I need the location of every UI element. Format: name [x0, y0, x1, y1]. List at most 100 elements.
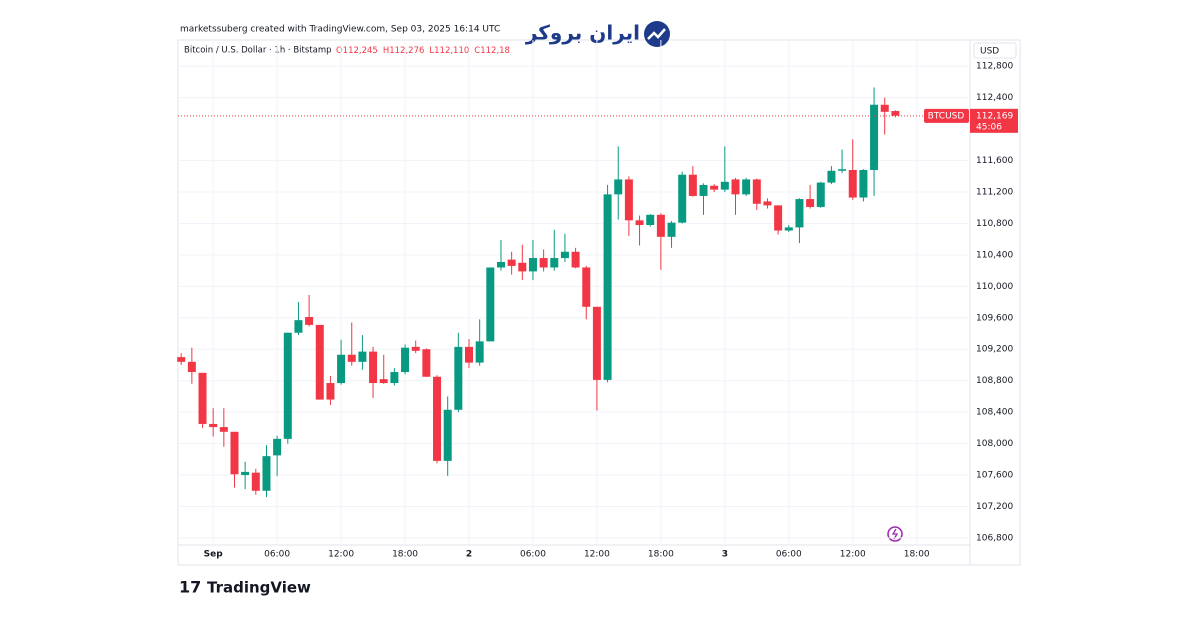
brand-icon-arrow	[647, 28, 666, 40]
candle	[315, 324, 324, 400]
candle	[827, 166, 836, 185]
candle-body	[731, 179, 740, 195]
candle-body	[465, 346, 474, 363]
candle-body	[358, 351, 367, 362]
candle-body	[816, 182, 825, 207]
brand-text: ایران بروکر	[525, 21, 640, 45]
candle	[720, 146, 729, 193]
candle-body	[870, 104, 879, 170]
candle	[337, 339, 346, 385]
x-tick-label: 18:00	[904, 550, 930, 560]
x-tick-label: 06:00	[776, 550, 802, 560]
y-tick-label: 107,200	[976, 502, 1013, 512]
candle	[624, 176, 633, 237]
candle-body	[838, 169, 847, 171]
candle	[262, 445, 271, 498]
candle-body	[401, 347, 410, 373]
brand-logo: ایران بروکر	[525, 21, 670, 47]
candle	[251, 468, 260, 495]
candle	[177, 353, 186, 365]
last-price-label: 112,169	[976, 111, 1013, 121]
attribution: marketssuberg created with TradingView.c…	[180, 25, 500, 35]
candle-body	[347, 354, 356, 362]
candle	[699, 183, 708, 215]
symbol-line: Bitcoin / U.S. Dollar · 1h · Bitstamp	[184, 46, 332, 56]
candle-body	[230, 431, 239, 475]
candle-body	[763, 201, 772, 206]
candle	[283, 332, 292, 444]
candle	[539, 249, 548, 272]
candle-body	[848, 170, 857, 198]
last-price-tag	[970, 108, 1018, 133]
candle-body	[187, 361, 196, 373]
replay-icon[interactable]	[887, 526, 903, 542]
candle	[486, 267, 495, 342]
candle-body	[496, 261, 505, 268]
ohlc-legend: O112,245 H112,276 L112,110 C112,18	[336, 46, 510, 56]
candle-body	[305, 317, 314, 325]
symbol-tag	[924, 108, 969, 123]
candle	[273, 435, 282, 476]
candle	[294, 302, 303, 336]
candle	[603, 184, 612, 383]
candle-body	[859, 170, 868, 198]
ohlc-value: L112,110	[429, 46, 469, 56]
y-tick-label: 112,800	[976, 62, 1013, 72]
grid	[178, 40, 970, 545]
y-tick-label: 108,800	[976, 376, 1013, 386]
y-tick-label: 112,400	[976, 93, 1013, 103]
ohlc-value: C112,18	[474, 46, 510, 56]
candle-body	[294, 320, 303, 333]
candle	[848, 139, 857, 200]
candle-body	[742, 179, 751, 195]
icon-bolt	[891, 528, 899, 540]
candle	[806, 184, 815, 209]
candle	[507, 251, 516, 275]
candle-body	[774, 205, 783, 231]
candle-body	[273, 438, 282, 456]
candle	[571, 247, 580, 269]
candle	[401, 344, 410, 375]
candle	[870, 87, 879, 196]
x-tick-label: 18:00	[392, 550, 418, 560]
candle	[347, 322, 356, 366]
y-tick-label: 110,000	[976, 282, 1013, 292]
candle	[582, 265, 591, 320]
candle-body	[475, 341, 484, 363]
candle	[646, 214, 655, 227]
candle-body	[507, 259, 516, 266]
candle-body	[667, 222, 676, 237]
candle-body	[560, 251, 569, 259]
countdown: 45:06	[976, 122, 1002, 132]
candle	[656, 213, 665, 270]
y-tick-label: 106,800	[976, 533, 1013, 543]
candle	[742, 177, 751, 196]
candle-body	[251, 472, 260, 491]
x-tick-label: 12:00	[584, 550, 610, 560]
candle	[496, 239, 505, 271]
candle-body	[806, 199, 815, 207]
candle-body	[219, 427, 228, 432]
footer-logo: 𝟭𝟳 TradingView	[179, 578, 311, 597]
candle	[422, 348, 431, 377]
y-tick-label: 109,600	[976, 313, 1013, 323]
x-tick-label: Sep	[204, 550, 224, 560]
currency-box[interactable]	[973, 42, 1017, 59]
candle-body	[486, 267, 495, 342]
footer-text: TradingView	[207, 579, 311, 597]
candle	[326, 375, 335, 406]
candle	[187, 347, 196, 384]
candle-body	[603, 194, 612, 380]
candle-body	[411, 346, 420, 351]
x-tick-label: 12:00	[328, 550, 354, 560]
candle-body	[880, 104, 889, 112]
candle	[667, 221, 676, 248]
candle-body	[635, 220, 644, 226]
candle-body	[198, 372, 207, 424]
candle	[763, 198, 772, 209]
candle-body	[390, 372, 399, 384]
footer-mark: 𝟭𝟳	[179, 578, 201, 597]
candle-body	[827, 170, 836, 183]
candle	[795, 198, 804, 244]
candle	[614, 146, 623, 220]
